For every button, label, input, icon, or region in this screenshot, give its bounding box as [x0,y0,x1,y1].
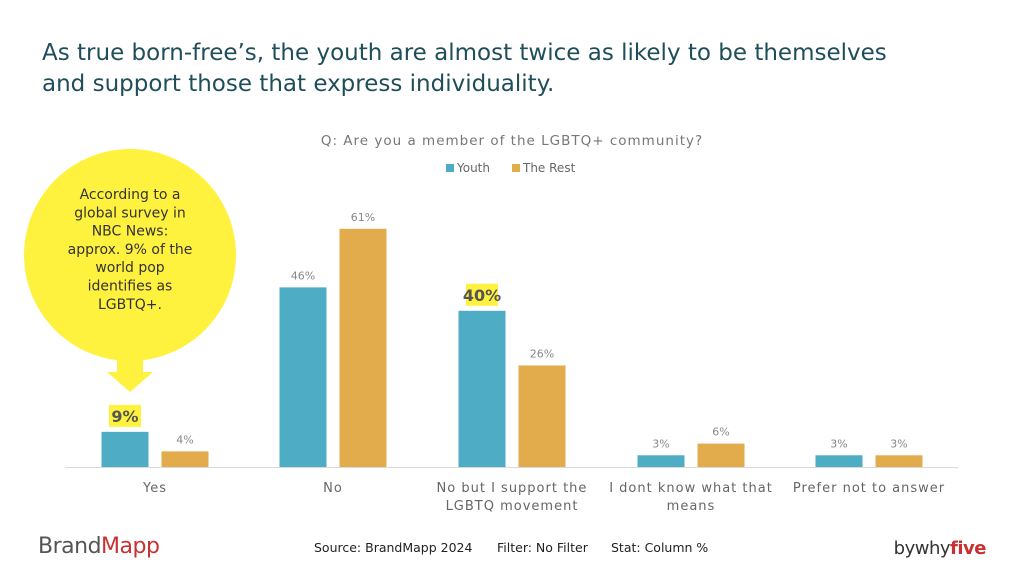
callout-arrow-icon [107,349,153,392]
data-label-rest-3: 26% [530,347,554,360]
data-label-rest-1: 4% [176,433,193,446]
category-label-4-line-1: I dont know what that [609,481,773,496]
bar-rest-4 [697,443,745,467]
bar-youth-5 [815,455,863,467]
callout-text-line-7: LGBTQ+. [98,297,162,313]
data-label-rest-4: 6% [712,426,729,439]
source-text: Source: BrandMapp 2024 [314,540,473,555]
category-label-3-line-2: LGBTQ movement [446,499,579,514]
callout-text-line-4: approx. 9% of the [68,242,193,258]
data-label-highlight-1 [109,404,141,427]
legend-label-1: Youth [456,161,490,175]
legend-label-2: The Rest [522,161,576,175]
callout-bubble [24,149,236,361]
brandmapp-logo: BrandMapp [38,534,160,559]
callout-text-line-6: identifies as [88,279,173,295]
headline-line-2: and support those that express individua… [42,71,555,97]
data-label-youth-5: 3% [830,437,847,450]
legend-swatch-2 [512,164,520,172]
bar-youth-2 [279,287,327,467]
bar-rest-3 [518,365,566,467]
bar-rest-1 [161,451,209,467]
headline: As true born-free’s, the youth are almos… [42,38,1002,100]
brandmapp-logo-mapp: Mapp [101,534,160,559]
legend-swatch-1 [446,164,454,172]
category-label-4-line-2: means [667,499,716,514]
category-label-1: Yes [142,481,167,496]
category-label-3-line-1: No but I support the [437,481,588,496]
category-label-2: No [323,481,343,496]
headline-line-1: As true born-free’s, the youth are almos… [42,40,887,66]
bar-youth-3 [458,310,506,467]
bywhyfive-logo-bywhy: bywhy [893,538,951,559]
callout-text-line-3: NBC News: [92,224,169,240]
callout-text-line-1: According to a [80,187,181,203]
data-label-youth-2: 46% [291,269,315,282]
bar-rest-2 [339,228,387,467]
data-label-youth-4: 3% [652,437,669,450]
brandmapp-logo-brand: Brand [38,534,102,559]
bywhyfive-logo: bywhyfive [893,538,987,559]
bywhyfive-logo-five: five [950,538,986,559]
stat-text: Stat: Column % [611,540,709,555]
data-label-highlight-3 [466,283,498,306]
filter-text: Filter: No Filter [497,540,588,555]
bar-youth-4 [637,455,685,467]
bar-youth-1 [101,431,149,467]
data-label-youth-1: 9% [111,407,138,426]
category-label-5: Prefer not to answer [793,481,945,496]
callout-text-line-2: global survey in [74,205,185,221]
data-label-rest-2: 61% [351,211,375,224]
bar-rest-5 [875,455,923,467]
chart-title: Q: Are you a member of the LGBTQ+ commun… [321,133,703,149]
data-label-youth-3: 40% [463,286,501,305]
callout-text-line-5: world pop [95,260,164,276]
data-label-rest-5: 3% [890,437,907,450]
